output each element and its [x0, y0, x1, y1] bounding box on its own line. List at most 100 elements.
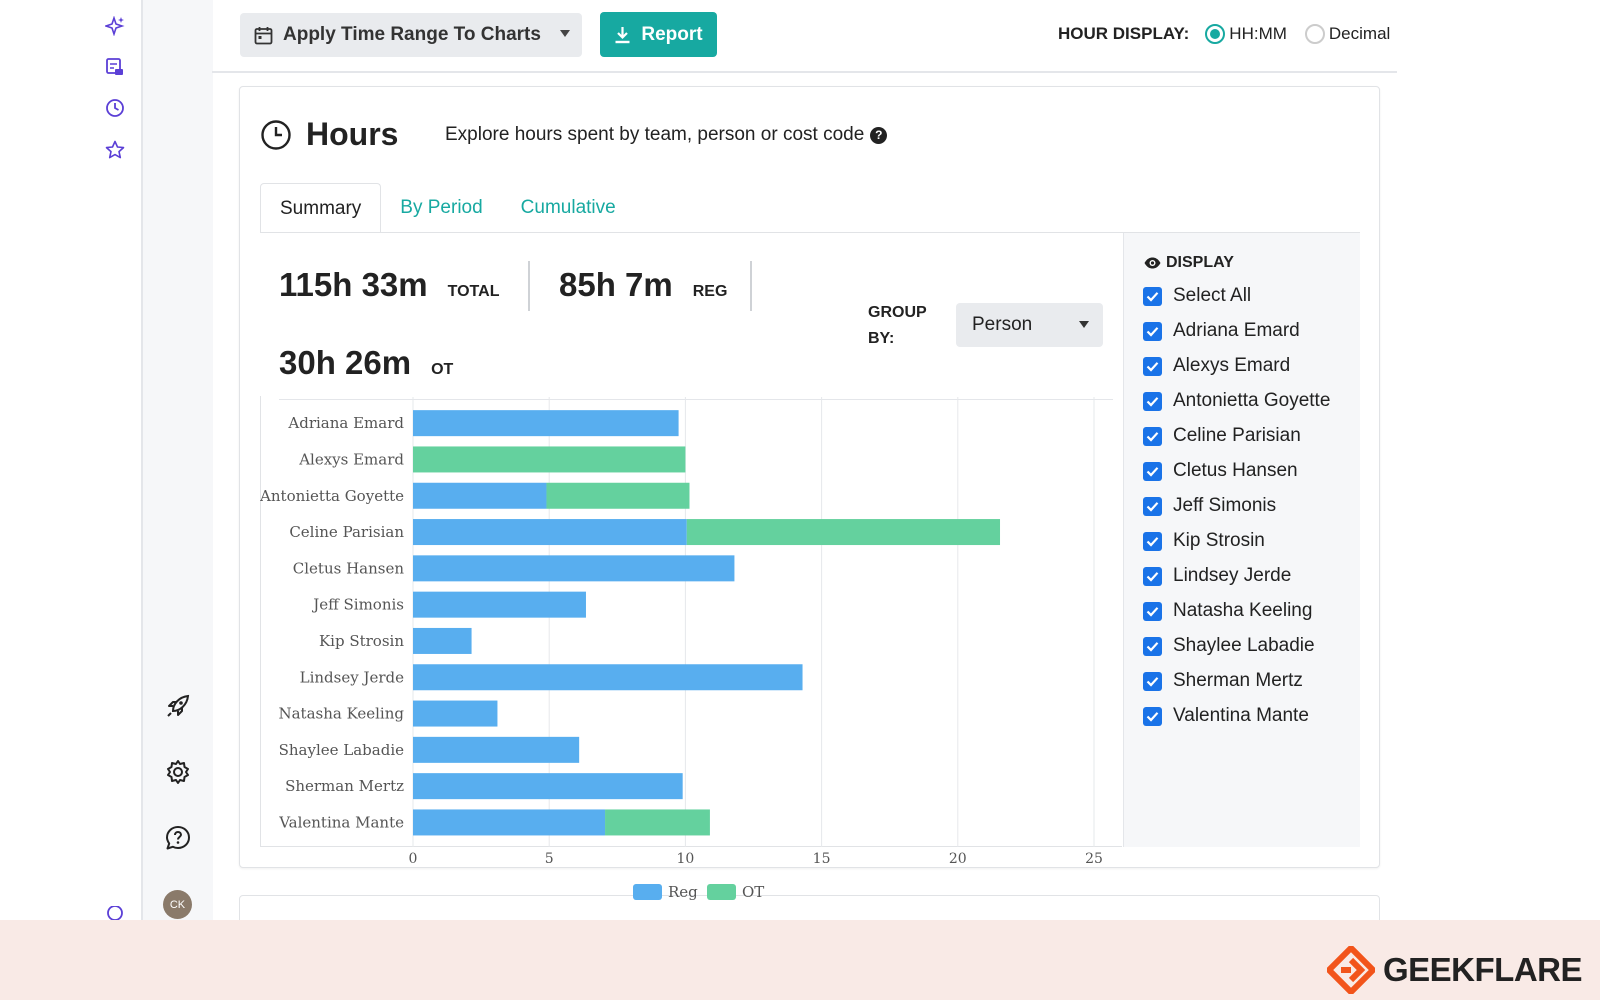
timesheet-icon[interactable]	[103, 55, 127, 79]
report-button[interactable]: Report	[600, 12, 717, 57]
checkbox-label: Lindsey Jerde	[1173, 565, 1292, 586]
x-tick-label: 0	[409, 851, 418, 867]
checkbox-checked-icon[interactable]	[1143, 356, 1162, 376]
legend-swatch	[707, 884, 736, 900]
tab-by-period[interactable]: By Period	[400, 197, 483, 218]
person-checkbox[interactable]: Cletus Hansen	[1143, 460, 1298, 482]
stat-total-label: TOTAL	[447, 283, 500, 300]
bar-ot	[413, 446, 686, 473]
group-by-value: Person	[972, 314, 1033, 335]
radio-unselected[interactable]	[1304, 24, 1325, 44]
help-chat-icon[interactable]	[162, 822, 194, 854]
person-checkbox[interactable]: Alexys Emard	[1143, 355, 1290, 377]
bar-reg	[413, 809, 606, 836]
checkbox-label: Sherman Mertz	[1173, 670, 1303, 691]
x-tick-label: 15	[813, 851, 831, 867]
bar-reg	[413, 555, 735, 582]
checkbox-label: Adriana Emard	[1173, 320, 1300, 341]
clock-icon[interactable]	[103, 96, 127, 120]
person-checkbox[interactable]: Valentina Mante	[1143, 705, 1309, 727]
stat-total-value: 115h 33m	[279, 266, 428, 303]
tab-summary[interactable]: Summary	[260, 183, 382, 233]
toolbar-divider	[212, 71, 1397, 73]
stat-reg-label: REG	[692, 283, 728, 300]
checkbox-checked-icon[interactable]	[1143, 391, 1162, 411]
checkbox-checked-icon[interactable]	[1143, 706, 1162, 726]
tab-bar: Summary By Period Cumulative	[260, 183, 635, 233]
stat-total: 115h 33m TOTAL	[279, 266, 499, 304]
person-checkbox[interactable]: Lindsey Jerde	[1143, 565, 1291, 587]
select-all-checkbox[interactable]: Select All	[1143, 285, 1251, 307]
person-checkbox[interactable]: Antonietta Goyette	[1143, 390, 1330, 412]
checkbox-checked-icon[interactable]	[1143, 286, 1162, 306]
hour-display-control: HOUR DISPLAY: HH:MM Decimal	[1058, 24, 1408, 44]
checkbox-checked-icon[interactable]	[1143, 601, 1162, 621]
brand-logo: GEEKFLARE	[1326, 946, 1583, 994]
stat-divider	[528, 261, 530, 311]
bar-reg	[413, 410, 679, 437]
checkbox-label: Shaylee Labadie	[1173, 635, 1315, 656]
hour-option-hhmm[interactable]: HH:MM	[1205, 24, 1287, 44]
checkbox-label: Jeff Simonis	[1173, 495, 1277, 516]
person-checkbox[interactable]: Jeff Simonis	[1143, 495, 1276, 517]
group-by-select[interactable]: Person	[956, 303, 1103, 347]
time-range-label: Apply Time Range To Charts	[283, 24, 541, 45]
person-checkbox[interactable]: Adriana Emard	[1143, 320, 1300, 342]
y-category-label: Jeff Simonis	[311, 596, 404, 614]
checkbox-checked-icon[interactable]	[1143, 321, 1162, 341]
checkbox-checked-icon[interactable]	[1143, 671, 1162, 691]
rocket-icon[interactable]	[162, 690, 194, 722]
bar-reg	[413, 700, 498, 727]
hour-option-hhmm-label: HH:MM	[1229, 24, 1287, 43]
avatar-initials: CK	[169, 898, 186, 911]
star-icon[interactable]	[103, 138, 127, 162]
footer-banner: GEEKFLARE	[0, 920, 1600, 1000]
checkbox-label: Kip Strosin	[1173, 530, 1265, 551]
bar-ot	[686, 519, 1001, 546]
bar-reg	[413, 591, 586, 618]
secondary-rail	[143, 0, 213, 920]
bar-ot	[605, 809, 710, 836]
person-checkbox[interactable]: Sherman Mertz	[1143, 670, 1303, 692]
bar-reg	[413, 519, 687, 546]
gear-icon[interactable]	[162, 756, 194, 788]
x-tick-label: 5	[545, 851, 554, 867]
stat-divider	[750, 261, 752, 311]
tab-cumulative[interactable]: Cumulative	[520, 197, 616, 218]
bar-ot	[546, 482, 690, 509]
checkbox-checked-icon[interactable]	[1143, 636, 1162, 656]
bar-reg	[413, 664, 803, 691]
x-tick-label: 10	[676, 851, 694, 867]
checkbox-checked-icon[interactable]	[1143, 566, 1162, 586]
checkbox-label: Antonietta Goyette	[1173, 390, 1331, 411]
stat-ot: 30h 26m OT	[279, 344, 453, 382]
hour-option-decimal[interactable]: Decimal	[1304, 24, 1390, 44]
y-category-label: Alexys Emard	[298, 450, 404, 468]
checkbox-checked-icon[interactable]	[1143, 496, 1162, 516]
display-title-text: DISPLAY	[1166, 254, 1234, 271]
person-checkbox[interactable]: Natasha Keeling	[1143, 600, 1312, 622]
checkbox-checked-icon[interactable]	[1143, 461, 1162, 481]
checkbox-label: Select All	[1173, 285, 1252, 306]
person-checkbox[interactable]: Kip Strosin	[1143, 530, 1265, 552]
bottom-settings-icon[interactable]	[103, 906, 127, 920]
y-category-label: Sherman Mertz	[285, 777, 404, 795]
help-icon[interactable]: ?	[870, 126, 888, 144]
hours-bar-chart: 0 5 10 15 20 25 Adriana Emard Alexys Emard Anton…	[260, 397, 1103, 901]
time-range-dropdown[interactable]: Apply Time Range To Charts	[240, 13, 582, 57]
download-icon	[614, 26, 631, 44]
clock-outline-icon	[260, 119, 292, 151]
sparkle-icon[interactable]	[103, 14, 127, 38]
avatar[interactable]: CK	[163, 890, 192, 919]
person-checkbox[interactable]: Celine Parisian	[1143, 425, 1301, 447]
radio-selected[interactable]	[1205, 24, 1226, 44]
geekflare-logo-icon	[1326, 946, 1375, 994]
checkbox-checked-icon[interactable]	[1143, 426, 1162, 446]
hour-display-label: HOUR DISPLAY:	[1058, 24, 1190, 43]
x-tick-label: 25	[1085, 851, 1103, 867]
checkbox-checked-icon[interactable]	[1143, 531, 1162, 551]
tab-divider	[260, 232, 1360, 233]
report-button-label: Report	[641, 23, 703, 45]
group-by-label: GROUP BY:	[868, 300, 938, 352]
person-checkbox[interactable]: Shaylee Labadie	[1143, 635, 1315, 657]
